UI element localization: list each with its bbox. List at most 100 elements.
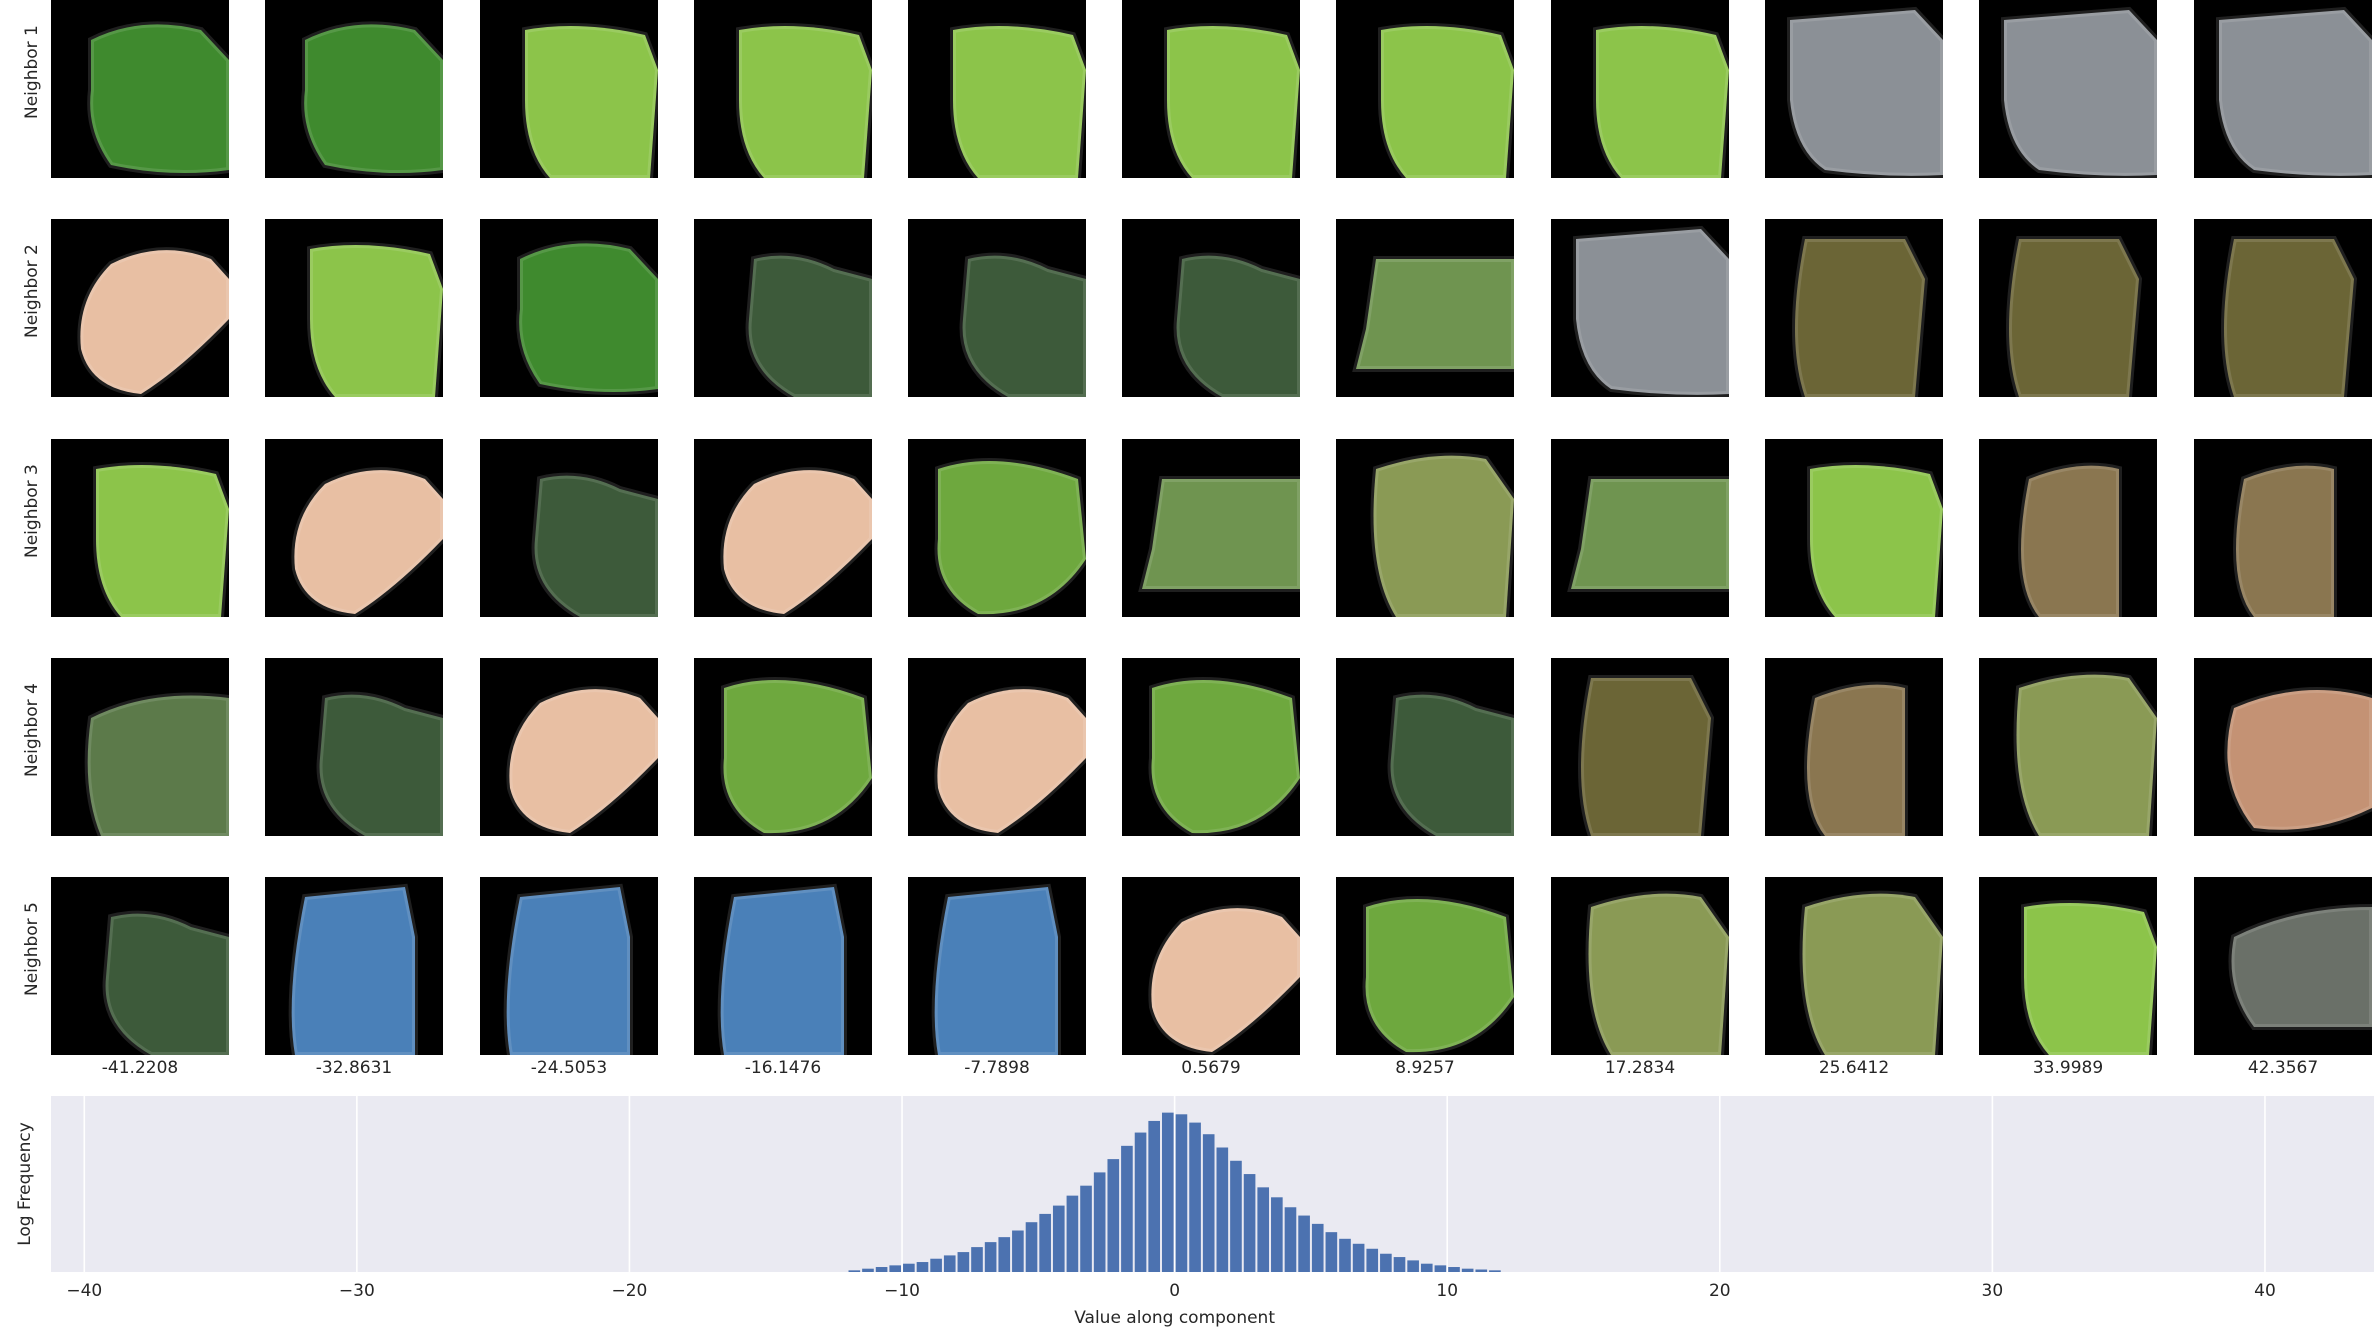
x-tick-label: −40	[66, 1281, 102, 1301]
histogram-bar	[1066, 1195, 1079, 1272]
neighbor-thumbnail	[1336, 219, 1514, 397]
neighbor-thumbnail	[1979, 439, 2157, 617]
column-value-label: 0.5679	[1181, 1058, 1241, 1078]
histogram-bar	[1448, 1267, 1460, 1272]
histogram-bar	[971, 1247, 983, 1272]
neighbor-thumbnail	[2194, 439, 2372, 617]
neighbor-thumbnail	[1122, 0, 1300, 178]
neighbor-thumbnail	[1765, 0, 1943, 178]
histogram-bar	[1161, 1112, 1174, 1272]
neighbor-thumbnail	[1979, 0, 2157, 178]
histogram-bar	[1352, 1243, 1365, 1272]
neighbor-image-grid: Neighbor 1 Neighbor 2 Neighbor 3 Neighbor 4…	[22, 0, 2372, 1078]
neighbor-thumbnail	[1336, 877, 1514, 1055]
histogram-bar	[998, 1237, 1011, 1272]
neighbor-thumbnail	[908, 0, 1086, 178]
neighbor-thumbnail	[265, 439, 443, 617]
histogram-bar	[1243, 1174, 1256, 1272]
row-label-neighbor-1: Neighbor 1	[22, 25, 42, 119]
neighbor-thumbnail	[694, 877, 872, 1055]
row-label-neighbor-3: Neighbor 3	[22, 464, 42, 558]
neighbor-thumbnail	[908, 219, 1086, 397]
histogram-bar	[862, 1268, 874, 1272]
neighbor-thumbnail	[1336, 439, 1514, 617]
histogram-bar	[1134, 1132, 1147, 1272]
histogram-bar	[984, 1242, 997, 1272]
neighbor-thumbnail	[1551, 219, 1729, 397]
neighbor-thumbnail	[908, 877, 1086, 1055]
histogram-bar	[903, 1263, 915, 1272]
neighbor-thumbnail	[1551, 0, 1729, 178]
histogram-bar	[1325, 1232, 1338, 1272]
neighbor-thumbnail	[694, 219, 872, 397]
neighbor-thumbnail	[1765, 877, 1943, 1055]
x-tick-label: 20	[1709, 1281, 1731, 1301]
histogram-bar	[1012, 1230, 1024, 1272]
neighbor-thumbnail	[908, 439, 1086, 617]
neighbor-thumbnail	[1765, 439, 1943, 617]
neighbor-thumbnail	[265, 877, 443, 1055]
column-value-label: -32.8631	[315, 1058, 393, 1078]
neighbor-thumbnail	[1122, 219, 1300, 397]
column-value-label: -41.2208	[101, 1058, 179, 1078]
neighbor-thumbnail	[2194, 219, 2372, 397]
neighbor-thumbnail	[1122, 439, 1300, 617]
neighbor-thumbnail	[1551, 877, 1729, 1055]
neighbor-thumbnail	[480, 0, 658, 178]
neighbor-thumbnail	[1765, 658, 1943, 836]
histogram-bar	[1025, 1222, 1038, 1272]
x-tick-label: −30	[339, 1281, 375, 1301]
neighbor-thumbnail	[2194, 658, 2372, 836]
neighbor-thumbnail	[51, 439, 229, 617]
histogram-bar	[1216, 1147, 1229, 1272]
x-tick-label: 10	[1436, 1281, 1458, 1301]
histogram-bar	[1393, 1257, 1406, 1272]
neighbor-thumbnail	[2194, 0, 2372, 178]
neighbor-thumbnail	[1336, 0, 1514, 178]
column-value-label: 42.3567	[2247, 1058, 2319, 1078]
column-value-label: 8.9257	[1395, 1058, 1455, 1078]
neighbor-thumbnail	[1979, 658, 2157, 836]
column-value-label: -16.1476	[744, 1058, 822, 1078]
row-label-neighbor-5: Neighbor 5	[22, 902, 42, 996]
column-value-label: 25.6412	[1818, 1058, 1890, 1078]
neighbor-thumbnail	[1765, 219, 1943, 397]
x-tick-label: 40	[2254, 1281, 2276, 1301]
histogram-bar	[1093, 1172, 1106, 1272]
histogram-bar	[943, 1255, 956, 1272]
log-frequency-histogram: −40 −30 −20 −10 0 10 20 30 40 Value along compone…	[15, 1096, 2374, 1328]
histogram-bar	[1052, 1205, 1065, 1272]
y-axis-label: Log Frequency	[15, 1122, 35, 1246]
row-label-neighbor-4: Neighbor 4	[22, 683, 42, 777]
histogram-bar	[889, 1265, 902, 1272]
histogram-bar	[1230, 1160, 1242, 1272]
histogram-bar	[1175, 1114, 1188, 1272]
histogram-bar	[875, 1267, 888, 1272]
histogram-bar	[1298, 1215, 1310, 1272]
histogram-bar	[1366, 1248, 1379, 1272]
neighbor-thumbnail	[1551, 658, 1729, 836]
neighbor-thumbnail	[1551, 439, 1729, 617]
histogram-bar	[1257, 1187, 1270, 1272]
histogram-bar	[1311, 1223, 1324, 1272]
histogram-bar	[1339, 1238, 1351, 1272]
neighbor-thumbnail	[908, 658, 1086, 836]
histogram-bar	[1039, 1213, 1051, 1272]
neighbor-thumbnail	[480, 439, 658, 617]
neighbor-thumbnail	[480, 658, 658, 836]
histogram-bar	[1121, 1145, 1133, 1272]
histogram-bar	[1475, 1269, 1488, 1272]
histogram-bar	[1107, 1159, 1120, 1272]
neighbor-thumbnail	[694, 439, 872, 617]
histogram-bar	[1271, 1197, 1283, 1272]
neighbor-thumbnail	[51, 658, 229, 836]
neighbor-thumbnail	[51, 877, 229, 1055]
neighbor-thumbnail	[694, 0, 872, 178]
histogram-bar	[957, 1252, 970, 1272]
neighbor-thumbnail	[1979, 877, 2157, 1055]
neighbor-thumbnail	[1122, 658, 1300, 836]
histogram-bar	[1380, 1253, 1392, 1272]
neighbor-thumbnail	[51, 0, 229, 178]
neighbor-thumbnail	[480, 877, 658, 1055]
column-value-label: 33.9989	[2032, 1058, 2104, 1078]
